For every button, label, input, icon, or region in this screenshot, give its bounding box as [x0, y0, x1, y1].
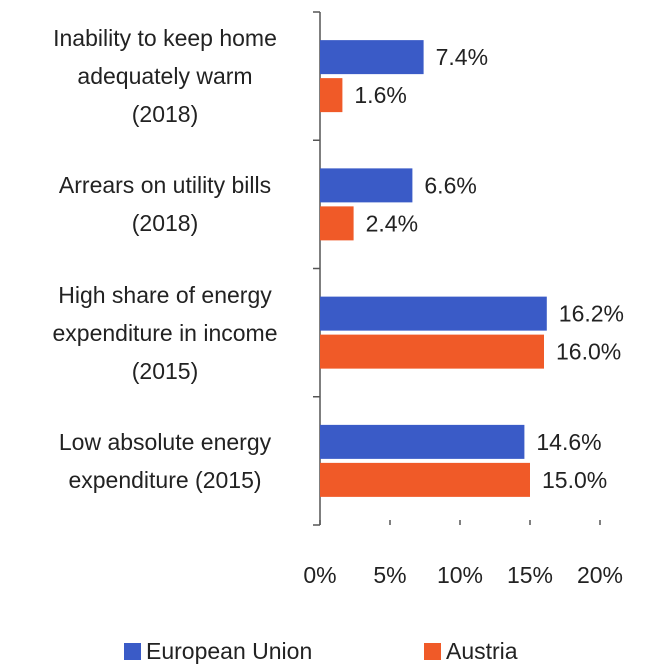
value-label: 16.2% [559, 301, 624, 327]
legend-label: Austria [446, 638, 518, 664]
bar [320, 296, 547, 331]
value-label: 15.0% [542, 467, 607, 493]
value-label: 2.4% [366, 210, 418, 236]
x-tick-label: 0% [303, 562, 336, 588]
value-label: 16.0% [556, 339, 621, 365]
bar [320, 334, 544, 369]
bar [320, 462, 530, 497]
value-label: 6.6% [424, 172, 476, 198]
x-tick-label: 20% [577, 562, 623, 588]
legend-label: European Union [146, 638, 312, 664]
category-label: Low absolute energy expenditure (2015) [58, 428, 272, 493]
x-tick-label: 15% [507, 562, 553, 588]
x-tick-label: 5% [373, 562, 406, 588]
legend-swatch [124, 643, 141, 660]
category-label: High share of energy expenditure in inco… [52, 281, 278, 384]
category-label: Arrears on utility bills (2018) [58, 172, 272, 237]
value-label: 7.4% [436, 44, 488, 70]
category-label: Inability to keep home adequately warm (… [53, 25, 277, 128]
bar [320, 206, 354, 241]
legend-swatch [424, 643, 441, 660]
bar [320, 168, 413, 203]
bar [320, 40, 424, 75]
x-tick-label: 10% [437, 562, 483, 588]
value-label: 14.6% [536, 429, 601, 455]
value-label: 1.6% [354, 82, 406, 108]
bar [320, 78, 343, 113]
bar [320, 424, 525, 459]
